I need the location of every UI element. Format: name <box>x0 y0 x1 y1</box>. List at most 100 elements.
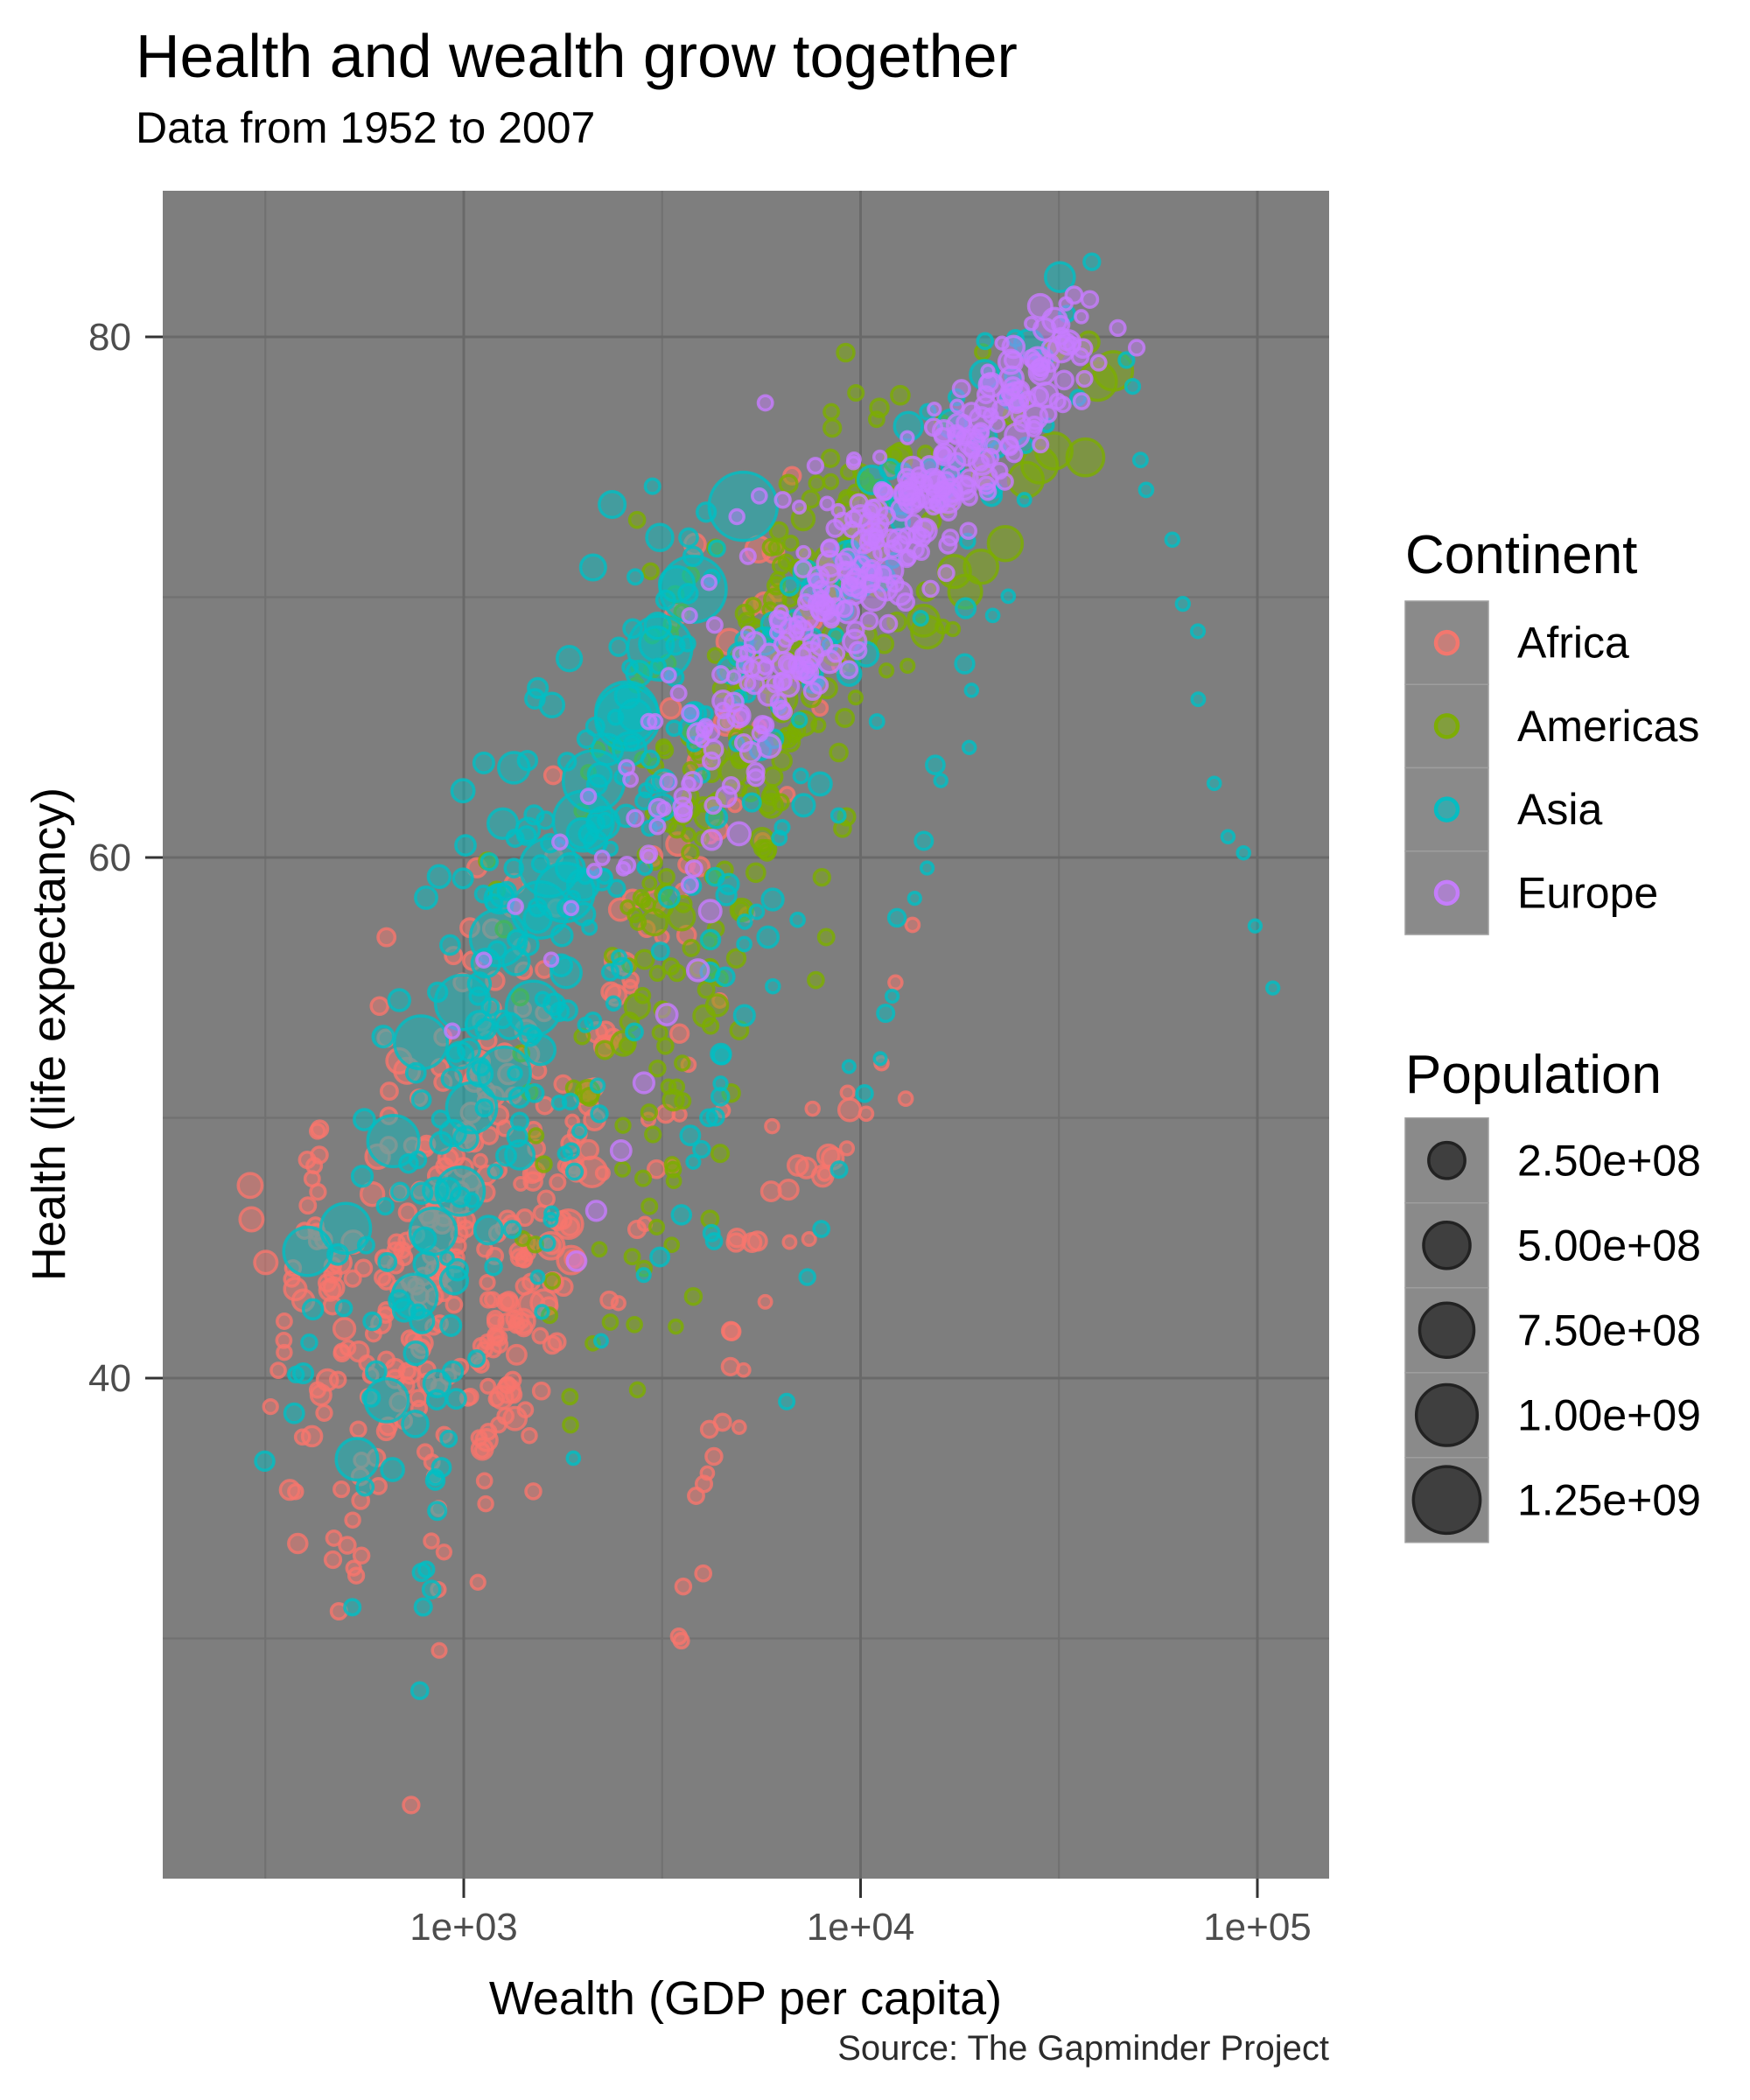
data-point <box>623 1248 641 1266</box>
data-point <box>332 1480 351 1499</box>
data-point <box>1062 335 1082 354</box>
data-point <box>283 1402 305 1424</box>
data-point <box>728 508 746 526</box>
data-point <box>649 657 667 675</box>
data-point <box>746 762 766 782</box>
scatter-points <box>236 252 1281 1815</box>
data-point <box>1131 452 1149 469</box>
data-point <box>779 576 801 597</box>
data-point <box>986 524 1025 563</box>
axes: 1e+03 1e+04 1e+05 80 60 40 <box>88 316 1312 1949</box>
data-point <box>531 1326 550 1345</box>
data-point <box>774 703 794 721</box>
continent-legend-title: Continent <box>1405 525 1637 585</box>
data-point <box>496 880 517 901</box>
data-point <box>910 491 928 509</box>
data-point <box>643 477 662 495</box>
data-point <box>668 1318 684 1335</box>
data-point <box>961 488 978 507</box>
data-point <box>984 607 1001 624</box>
data-point <box>732 1004 756 1027</box>
data-point <box>774 491 792 509</box>
data-point <box>961 739 977 756</box>
data-point <box>480 997 500 1018</box>
data-point <box>773 604 789 620</box>
data-point <box>771 750 793 772</box>
data-point <box>427 1501 448 1522</box>
data-point <box>345 1559 362 1577</box>
data-point <box>516 933 540 956</box>
data-point <box>648 1059 667 1078</box>
data-point <box>606 709 625 726</box>
data-point <box>919 860 935 876</box>
data-point <box>933 773 948 788</box>
data-point <box>657 867 676 886</box>
data-point <box>665 635 686 656</box>
data-point <box>438 1250 455 1266</box>
data-point <box>325 1529 343 1547</box>
data-point <box>479 1333 496 1351</box>
population-legend-label: 1.00e+09 <box>1517 1390 1701 1439</box>
data-point <box>584 1011 603 1030</box>
data-point <box>625 1022 644 1042</box>
data-point <box>577 1016 594 1033</box>
continent-legend-label: Europe <box>1517 868 1658 917</box>
data-point <box>699 928 722 951</box>
continent-legend-swatch-europe <box>1433 879 1460 906</box>
population-legend-label: 2.50e+08 <box>1517 1136 1701 1185</box>
data-point <box>1089 354 1108 372</box>
data-point <box>980 363 996 379</box>
data-point <box>298 1196 318 1215</box>
data-point <box>422 1176 450 1205</box>
data-point <box>361 1388 382 1408</box>
data-point <box>705 1107 725 1127</box>
data-point <box>654 738 672 755</box>
data-point <box>475 1472 494 1490</box>
data-point <box>769 625 785 641</box>
data-point <box>838 1140 856 1157</box>
data-point <box>371 1025 396 1049</box>
data-point <box>812 868 831 887</box>
data-point <box>994 335 1010 351</box>
data-point <box>505 829 525 848</box>
data-point <box>524 1482 542 1501</box>
data-point <box>859 611 879 631</box>
data-point <box>909 472 927 489</box>
data-point <box>659 773 678 792</box>
data-point <box>668 1023 690 1044</box>
data-point <box>389 1181 410 1202</box>
data-point <box>971 422 990 440</box>
data-point <box>578 553 607 582</box>
data-point <box>682 545 704 568</box>
data-point <box>933 426 953 446</box>
data-point <box>707 539 726 558</box>
data-point <box>626 568 644 586</box>
data-point <box>375 1196 395 1216</box>
data-point <box>798 1268 816 1286</box>
data-point <box>618 1037 636 1054</box>
data-point <box>751 724 769 743</box>
data-point <box>692 1139 711 1159</box>
data-point <box>542 765 564 786</box>
data-point <box>450 778 476 804</box>
data-point <box>867 410 886 429</box>
data-point <box>388 1289 411 1312</box>
x-axis-title: Wealth (GDP per capita) <box>489 1972 1002 2025</box>
data-point <box>356 1236 375 1255</box>
data-point <box>791 711 808 729</box>
data-point <box>452 867 474 890</box>
data-point <box>343 1269 362 1288</box>
data-point <box>830 1160 849 1180</box>
data-point <box>287 1482 304 1501</box>
data-point <box>549 1001 570 1022</box>
data-point <box>445 1257 470 1282</box>
data-point <box>474 1018 497 1040</box>
data-point <box>1026 292 1054 319</box>
data-point <box>836 342 856 363</box>
data-point <box>444 1388 467 1410</box>
data-point <box>1189 623 1207 640</box>
data-point <box>720 1356 740 1377</box>
data-point <box>439 1313 463 1337</box>
data-point <box>626 906 643 924</box>
